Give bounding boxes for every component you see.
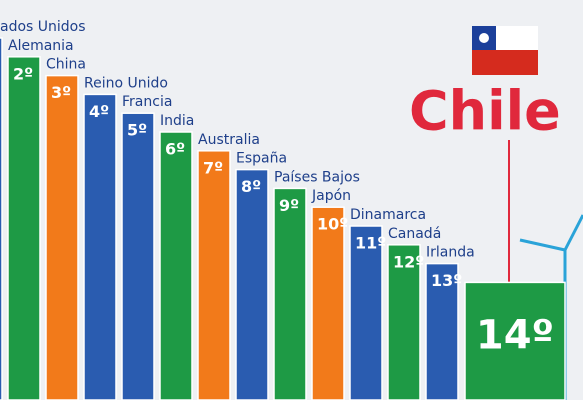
rank-label: 7º (203, 158, 223, 177)
country-label: India (160, 113, 194, 129)
country-label: España (236, 151, 287, 167)
rank-label: 11º (355, 234, 386, 253)
rank-label: 5º (127, 121, 147, 140)
rank-label: 2º (13, 64, 33, 83)
bar (159, 131, 193, 400)
turbine-blade (519, 238, 566, 252)
flag-star (479, 33, 489, 43)
bar (273, 187, 307, 400)
rank-label: 8º (241, 177, 261, 196)
country-label: ados Unidos (0, 19, 86, 35)
bar (45, 74, 79, 400)
highlight-country: Chile (409, 80, 561, 143)
rank-label: 14º (476, 312, 554, 358)
rank-label: 6º (165, 140, 185, 159)
country-label: Canadá (388, 226, 441, 242)
rank-label: 13º (431, 271, 462, 290)
bar (387, 244, 421, 400)
bar (425, 262, 459, 400)
rank-label: 9º (279, 196, 299, 215)
bar (7, 56, 41, 400)
rank-label: 10º (317, 215, 348, 234)
bar (464, 281, 566, 400)
country-label: Dinamarca (350, 207, 426, 223)
country-label: Australia (198, 132, 260, 148)
country-label: China (46, 57, 86, 73)
bar (0, 37, 3, 400)
country-label: Francia (122, 94, 172, 110)
country-label: Irlanda (426, 245, 475, 261)
country-label: Países Bajos (274, 169, 360, 185)
bar (235, 168, 269, 400)
rank-label: 3º (51, 83, 71, 102)
bar (349, 225, 383, 400)
chile-flag (472, 26, 538, 75)
rank-label: 12º (393, 252, 424, 271)
flag-red (472, 50, 538, 75)
turbine-blade (563, 214, 583, 251)
country-label: Japón (311, 188, 351, 204)
bar (121, 112, 155, 400)
country-label: Alemania (8, 38, 74, 54)
bar (197, 150, 231, 400)
bar (311, 206, 345, 400)
country-label: Reino Unido (84, 75, 168, 91)
bar (83, 93, 117, 400)
rank-label: 4º (89, 102, 109, 121)
